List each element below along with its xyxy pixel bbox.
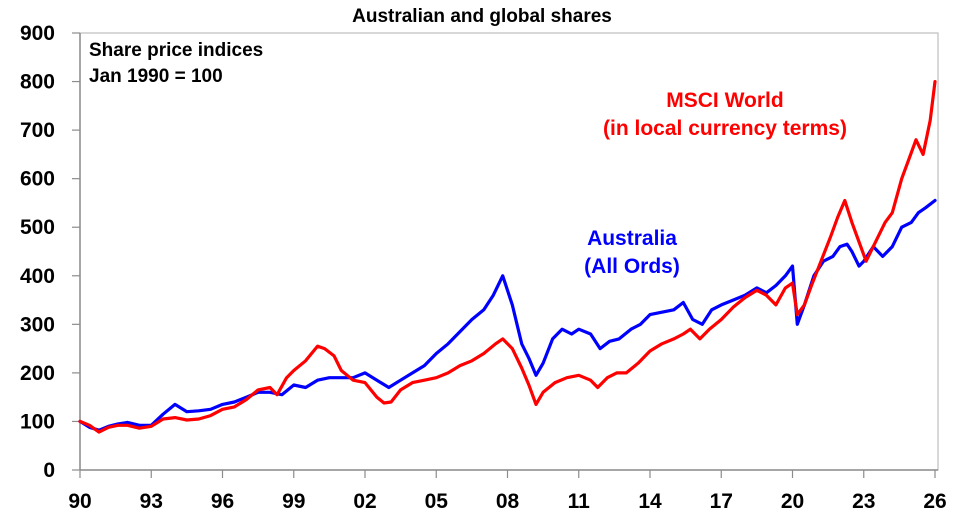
x-tick-label: 02: [353, 490, 376, 513]
msci-world-line: [78, 80, 937, 434]
x-tick-label: 17: [710, 490, 733, 513]
y-tick-label: 500: [20, 216, 55, 239]
x-tick-label: 26: [923, 490, 946, 513]
y-tick-label: 100: [20, 410, 55, 433]
y-tick-label: 300: [20, 313, 55, 336]
y-tick-label: 700: [20, 119, 55, 142]
annotation-line-1: Share price indices: [89, 40, 263, 61]
x-tick-label: 90: [68, 490, 91, 513]
chart-title: Australian and global shares: [352, 6, 612, 27]
x-tick-label: 93: [140, 490, 163, 513]
y-tick-label: 900: [20, 22, 55, 45]
x-tick-label: 11: [568, 490, 591, 513]
x-tick-label: 23: [852, 490, 875, 513]
msci-world-label-line-2: (in local currency terms): [603, 117, 847, 140]
x-axis: 90 93 96 99 02 05 08 11 14 17 20 23 26: [68, 470, 947, 513]
y-tick-label: 200: [20, 362, 55, 385]
series-lines: [78, 80, 937, 434]
msci-world-label-line-1: MSCI World: [666, 89, 783, 112]
x-tick-label: 99: [282, 490, 305, 513]
y-tick-label: 800: [20, 71, 55, 94]
x-tick-label: 96: [211, 490, 234, 513]
australia-line: [78, 198, 937, 432]
plot-frame: [79, 32, 939, 471]
y-tick-label: 0: [43, 459, 55, 482]
x-tick-label: 05: [425, 490, 449, 513]
annotation-line-2: Jan 1990 = 100: [89, 66, 223, 87]
x-tick-label: 20: [781, 490, 804, 513]
y-tick-label: 600: [20, 168, 55, 191]
x-tick-label: 14: [638, 490, 662, 513]
x-tick-label: 08: [496, 490, 520, 513]
australia-label-line-1: Australia: [587, 227, 677, 250]
y-axis: 0 100 200 300 400 500 600 700 800 900: [20, 22, 80, 482]
y-tick-label: 400: [20, 265, 55, 288]
australia-label-line-2: (All Ords): [584, 255, 680, 278]
